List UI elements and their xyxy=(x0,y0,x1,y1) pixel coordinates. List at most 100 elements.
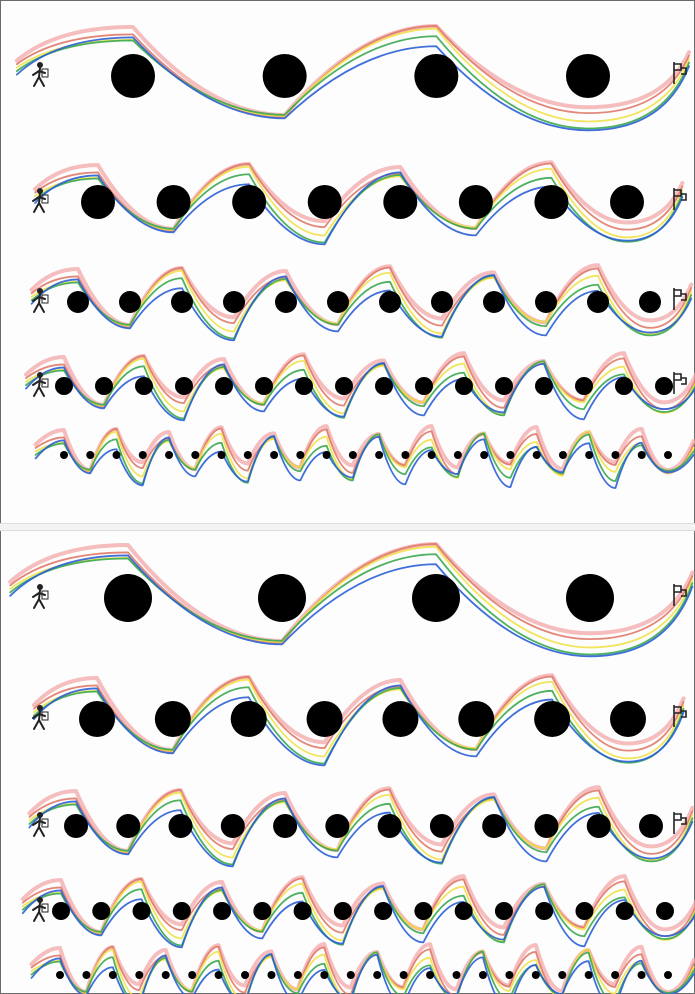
trace-row xyxy=(24,351,695,422)
handwritten-trace-line xyxy=(30,274,693,342)
target-dot xyxy=(478,971,487,979)
finish-flag-icon xyxy=(673,705,687,727)
trace-row xyxy=(29,263,694,342)
target-dot xyxy=(664,451,672,459)
trace-row xyxy=(29,942,695,994)
target-dot xyxy=(161,971,170,979)
target-dot xyxy=(135,971,144,979)
target-dot xyxy=(506,451,515,459)
target-dot xyxy=(611,971,620,979)
target-dot xyxy=(383,185,418,219)
target-dot xyxy=(64,814,88,838)
walker-icon xyxy=(32,584,49,609)
target-dot xyxy=(293,902,312,920)
target-dot xyxy=(535,377,553,395)
target-dot xyxy=(401,451,410,459)
trace-row xyxy=(14,23,691,132)
handwritten-trace-line xyxy=(9,553,694,656)
target-dot xyxy=(215,377,233,395)
target-dot xyxy=(172,902,191,920)
target-dot xyxy=(637,971,646,979)
target-dot xyxy=(243,451,252,459)
target-dot xyxy=(348,451,357,459)
target-dot xyxy=(531,971,540,979)
handwritten-trace-line xyxy=(30,269,693,335)
target-dot xyxy=(132,902,151,920)
target-dot xyxy=(455,377,473,395)
target-dot xyxy=(56,971,64,979)
target-dot xyxy=(138,451,147,459)
target-dot xyxy=(415,377,433,395)
target-dot xyxy=(453,451,462,459)
target-dot xyxy=(656,902,674,920)
target-dot xyxy=(373,971,382,979)
target-dot xyxy=(637,451,646,459)
handwritten-trace-line xyxy=(30,274,693,340)
handwritten-trace-line xyxy=(15,35,690,130)
target-dot xyxy=(566,54,610,98)
target-dot xyxy=(587,291,609,313)
target-dot xyxy=(379,291,401,313)
target-dot xyxy=(495,377,513,395)
target-dot xyxy=(92,902,111,920)
target-dot xyxy=(414,902,433,920)
target-dot xyxy=(611,451,620,459)
trace-row xyxy=(8,541,695,658)
target-dot xyxy=(431,291,453,313)
finish-flag-icon xyxy=(673,288,687,310)
target-dot xyxy=(220,814,245,838)
trace-row xyxy=(27,785,695,868)
finish-flag-icon xyxy=(673,188,687,210)
target-dot xyxy=(414,54,459,98)
target-dot xyxy=(535,902,554,920)
target-dot xyxy=(135,377,153,395)
handwritten-trace-line xyxy=(9,554,694,658)
target-dot xyxy=(374,902,393,920)
target-dot xyxy=(213,902,232,920)
target-dot xyxy=(505,971,514,979)
target-dot xyxy=(223,291,245,313)
trace-row xyxy=(31,673,687,767)
handwritten-trace-line xyxy=(25,354,695,411)
target-dot xyxy=(82,971,91,979)
handwritten-trace-line xyxy=(25,357,695,415)
target-dot xyxy=(335,377,353,395)
target-dot xyxy=(639,291,661,313)
target-dot xyxy=(255,377,273,395)
target-dot xyxy=(275,291,297,313)
target-dot xyxy=(241,971,250,979)
handwritten-trace-line xyxy=(28,796,694,866)
target-dot xyxy=(327,291,349,313)
target-dot xyxy=(95,377,113,395)
handwritten-trace-line xyxy=(33,686,685,765)
target-dot xyxy=(171,291,193,313)
target-dot xyxy=(664,971,672,979)
target-dot xyxy=(295,377,313,395)
walker-icon xyxy=(32,705,49,730)
target-dot xyxy=(104,574,152,622)
handwritten-trace-line xyxy=(31,673,686,752)
target-dot xyxy=(377,814,402,838)
handwritten-trace-line xyxy=(30,953,695,994)
target-dot xyxy=(585,451,594,459)
target-dot xyxy=(55,377,73,395)
target-dot xyxy=(615,377,633,395)
target-dot xyxy=(258,574,306,622)
target-dot xyxy=(116,814,141,838)
handwritten-trace-line xyxy=(34,435,695,489)
target-dot xyxy=(108,971,117,979)
handwritten-trace-line xyxy=(28,791,694,861)
target-dot xyxy=(639,814,663,838)
target-dot xyxy=(79,701,115,737)
target-dot xyxy=(273,814,298,838)
target-dot xyxy=(494,902,513,920)
target-dot xyxy=(426,971,435,979)
target-dot xyxy=(532,451,541,459)
finish-flag-icon xyxy=(673,372,687,394)
target-dot xyxy=(175,377,193,395)
walker-icon xyxy=(32,372,49,397)
target-dot xyxy=(399,971,408,979)
target-dot xyxy=(535,291,557,313)
target-dot xyxy=(60,451,68,459)
